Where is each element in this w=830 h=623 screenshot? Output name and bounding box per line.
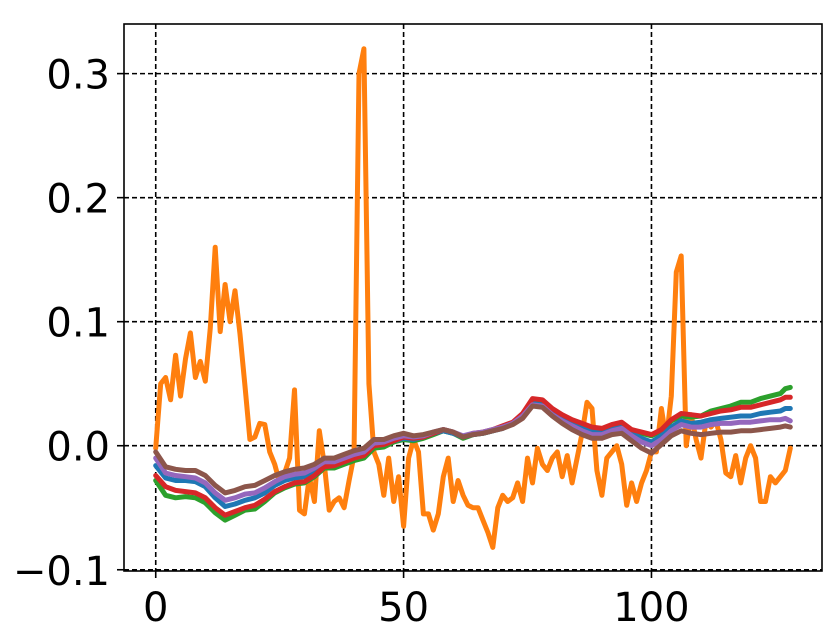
- x-tick-label: 50: [378, 585, 429, 623]
- series-lines: [153, 46, 793, 550]
- y-tick-label: 0.1: [46, 301, 110, 347]
- x-tick-label: 0: [143, 585, 168, 623]
- x-tick-label: 100: [613, 585, 689, 623]
- series-line-1: [153, 46, 793, 550]
- y-tick-label: 0.3: [46, 53, 110, 99]
- plot-frame: [123, 23, 823, 572]
- series-line-6: [153, 403, 793, 496]
- y-tick-label: −0.1: [13, 549, 110, 595]
- y-tick-label: 0.2: [46, 177, 110, 223]
- y-axis: −0.1 0.0 0.1 0.2 0.3: [13, 53, 124, 595]
- y-tick-label: 0.0: [46, 425, 110, 471]
- grid: [124, 24, 822, 571]
- x-axis: 0 50 100: [143, 571, 690, 623]
